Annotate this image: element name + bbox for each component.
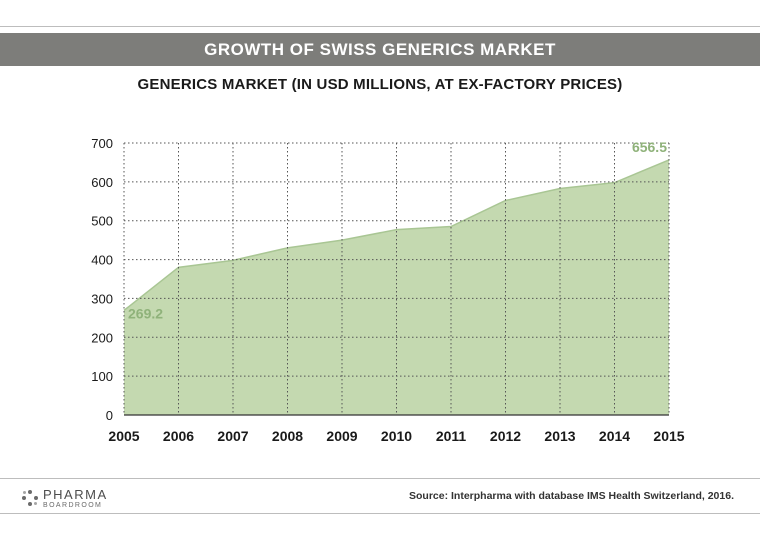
area-line (123, 159, 670, 311)
logo-main-text: PHARMA (43, 486, 108, 502)
data-label: 656.5 (632, 139, 667, 155)
x-tick-label: 2013 (544, 428, 575, 444)
top-divider (0, 26, 760, 27)
x-tick-label: 2011 (436, 428, 467, 444)
x-tick-label: 2005 (108, 428, 139, 444)
y-tick-label: 300 (91, 291, 113, 306)
y-tick-label: 700 (91, 136, 113, 151)
x-tick-label: 2015 (653, 428, 684, 444)
y-tick-label: 400 (91, 253, 113, 268)
y-tick-label: 0 (106, 408, 113, 423)
x-tick-label: 2014 (599, 428, 630, 444)
x-tick-label: 2009 (326, 428, 357, 444)
data-label: 269.2 (128, 305, 163, 321)
x-tick-label: 2006 (163, 428, 194, 444)
pharma-boardroom-logo: PHARMA BOARDROOM (22, 486, 108, 510)
y-tick-label: 100 (91, 369, 113, 384)
x-tick-label: 2007 (217, 428, 248, 444)
x-tick-label: 2010 (381, 428, 412, 444)
y-tick-label: 500 (91, 214, 113, 229)
footer-divider-top (0, 478, 760, 479)
logo-dots-icon (22, 490, 38, 506)
y-tick-label: 200 (91, 330, 113, 345)
banner-title: GROWTH OF SWISS GENERICS MARKET (0, 33, 760, 66)
source-note: Source: Interpharma with database IMS He… (408, 490, 734, 502)
footer-divider-bottom (0, 513, 760, 514)
x-tick-label: 2012 (490, 428, 521, 444)
y-tick-label: 600 (91, 175, 113, 190)
logo-sub-text: BOARDROOM (43, 501, 103, 509)
chart-title: GENERICS MARKET (IN USD MILLIONS, AT EX-… (137, 76, 623, 93)
x-tick-label: 2008 (272, 428, 303, 444)
